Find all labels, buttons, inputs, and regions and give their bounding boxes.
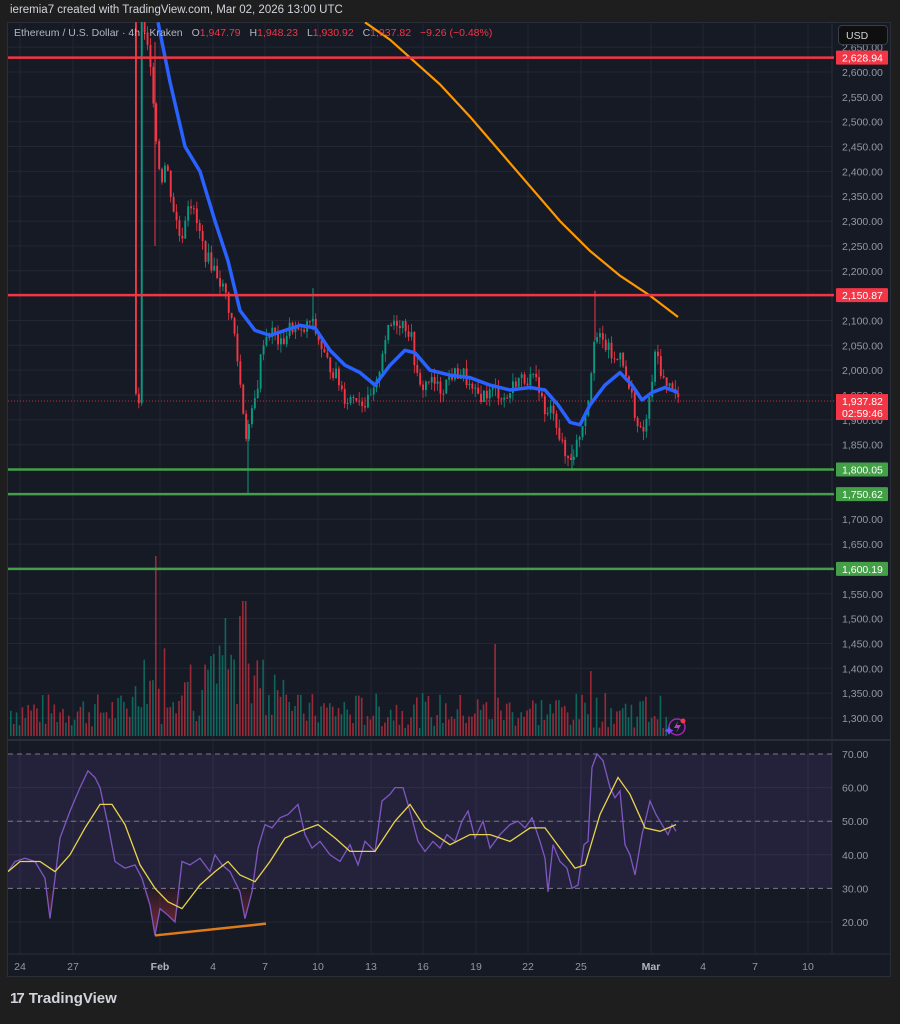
change-value: −9.26 (−0.48%)	[419, 27, 493, 39]
slow-moving-average-line	[364, 22, 679, 318]
svg-text:2,550.00: 2,550.00	[842, 92, 883, 104]
tradingview-logo-icon: 17	[10, 990, 25, 1007]
volume-bars	[10, 556, 667, 736]
svg-text:30.00: 30.00	[842, 883, 868, 895]
svg-text:27: 27	[67, 961, 79, 973]
svg-text:2,250.00: 2,250.00	[842, 241, 883, 253]
svg-text:4: 4	[210, 961, 216, 973]
rsi-ma-line	[8, 776, 677, 910]
svg-text:2,050.00: 2,050.00	[842, 340, 883, 352]
svg-text:2,500.00: 2,500.00	[842, 117, 883, 129]
svg-text:50.00: 50.00	[842, 816, 868, 828]
svg-text:1,550.00: 1,550.00	[842, 589, 883, 601]
svg-text:1,650.00: 1,650.00	[842, 539, 883, 551]
open-value: 1,947.79	[199, 27, 241, 39]
brand-name: TradingView	[28, 990, 117, 1007]
svg-text:1,450.00: 1,450.00	[842, 638, 883, 650]
svg-text:2,450.00: 2,450.00	[842, 142, 883, 154]
rsi-axis[interactable]: 70.00 60.00 50.00 40.00 30.00 20.00	[842, 749, 868, 929]
svg-text:2,300.00: 2,300.00	[842, 216, 883, 228]
chart-credit: ieremia7 created with TradingView.com, M…	[10, 4, 343, 16]
svg-text:2,600.00: 2,600.00	[842, 67, 883, 79]
svg-text:2,000.00: 2,000.00	[842, 365, 883, 377]
low-label: L	[306, 27, 313, 39]
svg-text:1,850.00: 1,850.00	[842, 440, 883, 452]
svg-text:25: 25	[575, 961, 587, 973]
chart-frame	[7, 22, 891, 977]
close-label: C	[362, 27, 371, 39]
svg-text:1,700.00: 1,700.00	[842, 514, 883, 526]
symbol-title[interactable]: Ethereum / U.S. Dollar · 4h · Kraken	[14, 27, 183, 39]
level-price-badge	[836, 462, 888, 477]
svg-text:60.00: 60.00	[842, 783, 868, 795]
close-value: 1,937.82	[370, 27, 412, 39]
svg-text:2,150.87: 2,150.87	[842, 290, 883, 302]
last-price-badge	[836, 394, 888, 421]
tradingview-brand: 17 TradingView	[10, 990, 117, 1007]
svg-text:1,750.62: 1,750.62	[842, 489, 883, 501]
svg-text:20.00: 20.00	[842, 917, 868, 929]
svg-text:40.00: 40.00	[842, 850, 868, 862]
svg-text:Mar: Mar	[642, 961, 661, 973]
level-price-badge	[836, 487, 888, 502]
svg-text:4: 4	[700, 961, 706, 973]
high-value: 1,948.23	[257, 27, 299, 39]
svg-text:13: 13	[365, 961, 377, 973]
price-axis[interactable]: 2,650.002,600.002,550.002,500.002,450.00…	[842, 42, 883, 725]
svg-text:1,937.82: 1,937.82	[842, 396, 883, 408]
svg-text:24: 24	[14, 961, 26, 973]
svg-text:22: 22	[522, 961, 534, 973]
level-price-badge	[836, 50, 888, 65]
lightning-alert-icon[interactable]	[664, 718, 686, 736]
svg-text:7: 7	[262, 961, 268, 973]
low-value: 1,930.92	[312, 27, 354, 39]
svg-text:1,400.00: 1,400.00	[842, 663, 883, 675]
svg-text:1,800.05: 1,800.05	[842, 465, 883, 477]
svg-text:1,600.19: 1,600.19	[842, 564, 883, 576]
svg-text:10: 10	[312, 961, 324, 973]
svg-text:2,400.00: 2,400.00	[842, 166, 883, 178]
svg-text:1,500.00: 1,500.00	[842, 614, 883, 626]
svg-text:2,100.00: 2,100.00	[842, 315, 883, 327]
svg-text:2,200.00: 2,200.00	[842, 266, 883, 278]
open-label: O	[191, 27, 200, 39]
svg-text:10: 10	[802, 961, 814, 973]
candles	[135, 22, 680, 495]
svg-text:16: 16	[417, 961, 429, 973]
svg-text:7: 7	[752, 961, 758, 973]
svg-text:Feb: Feb	[151, 961, 170, 973]
ohlc-legend: Ethereum / U.S. Dollar · 4h · Kraken O1,…	[14, 27, 492, 39]
svg-text:1,300.00: 1,300.00	[842, 713, 883, 725]
high-label: H	[249, 27, 258, 39]
svg-text:70.00: 70.00	[842, 749, 868, 761]
svg-text:19: 19	[470, 961, 482, 973]
currency-button[interactable]: USD	[838, 25, 888, 45]
svg-text:2,628.94: 2,628.94	[842, 53, 883, 65]
level-price-badge	[836, 288, 888, 303]
svg-text:1,350.00: 1,350.00	[842, 688, 883, 700]
rsi-pane	[8, 752, 832, 936]
svg-text:2,350.00: 2,350.00	[842, 191, 883, 203]
time-axis[interactable]: 24 27 Feb 4 7 10 13 16 19 22 25 Mar 4 7 10	[14, 961, 814, 973]
level-price-badge	[836, 561, 888, 576]
svg-text:02:59:46: 02:59:46	[842, 408, 883, 420]
divergence-trendline[interactable]	[154, 922, 267, 937]
fast-moving-average-line	[156, 22, 679, 427]
